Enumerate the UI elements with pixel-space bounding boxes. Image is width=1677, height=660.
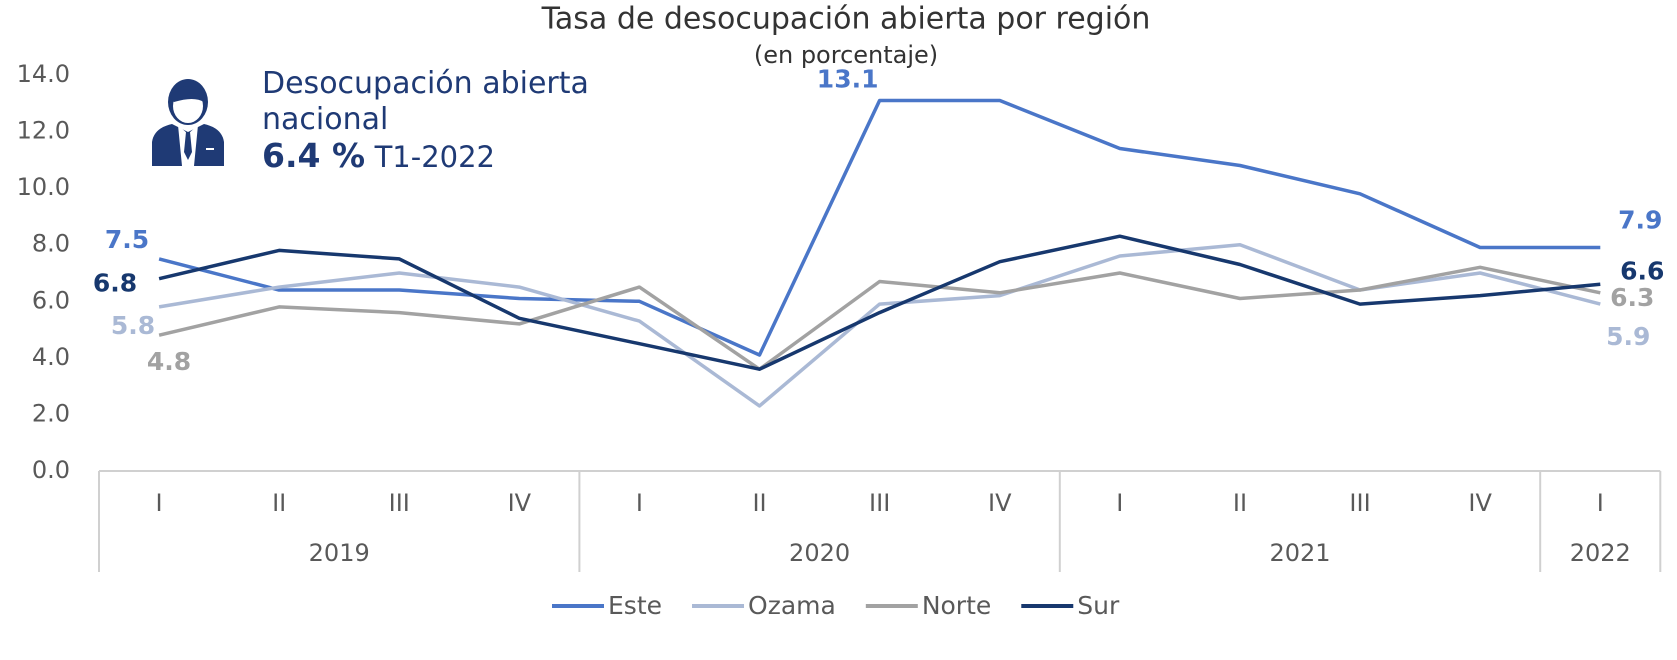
x-tick-label: II: [1233, 489, 1247, 517]
legend-label: Ozama: [748, 591, 836, 620]
annotation-value-row: 6.4 % T1-2022: [262, 138, 632, 176]
legend-label: Este: [608, 591, 662, 620]
series-line: [158, 234, 1601, 371]
x-tick-label: I: [156, 489, 163, 517]
annotation-value: 6.4 %: [262, 136, 366, 175]
group-label: 2021: [1269, 539, 1330, 567]
x-tick-label: I: [1597, 489, 1604, 517]
group-label: 2022: [1570, 539, 1631, 567]
data-label: 6.6: [1620, 256, 1664, 285]
x-tick-label: IV: [988, 489, 1012, 517]
y-tick-label: 2.0: [32, 399, 70, 427]
x-tick-label: IV: [508, 489, 532, 517]
y-tick-label: 8.0: [32, 230, 70, 258]
x-tick-label: IV: [1468, 489, 1492, 517]
data-label: 4.8: [147, 347, 191, 376]
y-tick-label: 4.0: [32, 343, 70, 371]
data-label: 5.9: [1606, 322, 1650, 351]
chart-title: Tasa de desocupación abierta por región: [541, 2, 1151, 37]
data-label: 7.5: [105, 225, 149, 254]
chart-subtitle: (en porcentaje): [754, 41, 938, 69]
legend-label: Sur: [1077, 591, 1120, 620]
x-tick-label: III: [1349, 489, 1370, 517]
x-tick-label: I: [1116, 489, 1123, 517]
data-label: 13.1: [817, 64, 879, 93]
annotation-period: T1-2022: [374, 140, 495, 174]
annotation: Desocupación abierta nacional 6.4 % T1-2…: [262, 66, 632, 176]
series-line: [158, 98, 1601, 357]
person-icon: [152, 79, 224, 166]
data-label: 5.8: [111, 311, 155, 340]
legend-label: Norte: [922, 591, 991, 620]
data-label: 6.8: [93, 269, 137, 298]
y-tick-label: 14.0: [17, 60, 70, 88]
x-tick-label: III: [389, 489, 410, 517]
y-tick-label: 10.0: [17, 173, 70, 201]
series-line: [158, 242, 1601, 408]
x-tick-label: II: [752, 489, 766, 517]
series-line: [158, 265, 1601, 371]
data-label: 7.9: [1618, 206, 1662, 235]
group-label: 2019: [309, 539, 370, 567]
data-label: 6.3: [1610, 283, 1654, 312]
y-tick-label: 0.0: [32, 456, 70, 484]
x-tick-label: I: [636, 489, 643, 517]
y-tick-label: 12.0: [17, 117, 70, 145]
x-tick-label: II: [272, 489, 286, 517]
annotation-text: Desocupación abierta nacional: [262, 66, 589, 137]
y-tick-label: 6.0: [32, 286, 70, 314]
group-label: 2020: [789, 539, 850, 567]
x-tick-label: III: [869, 489, 890, 517]
